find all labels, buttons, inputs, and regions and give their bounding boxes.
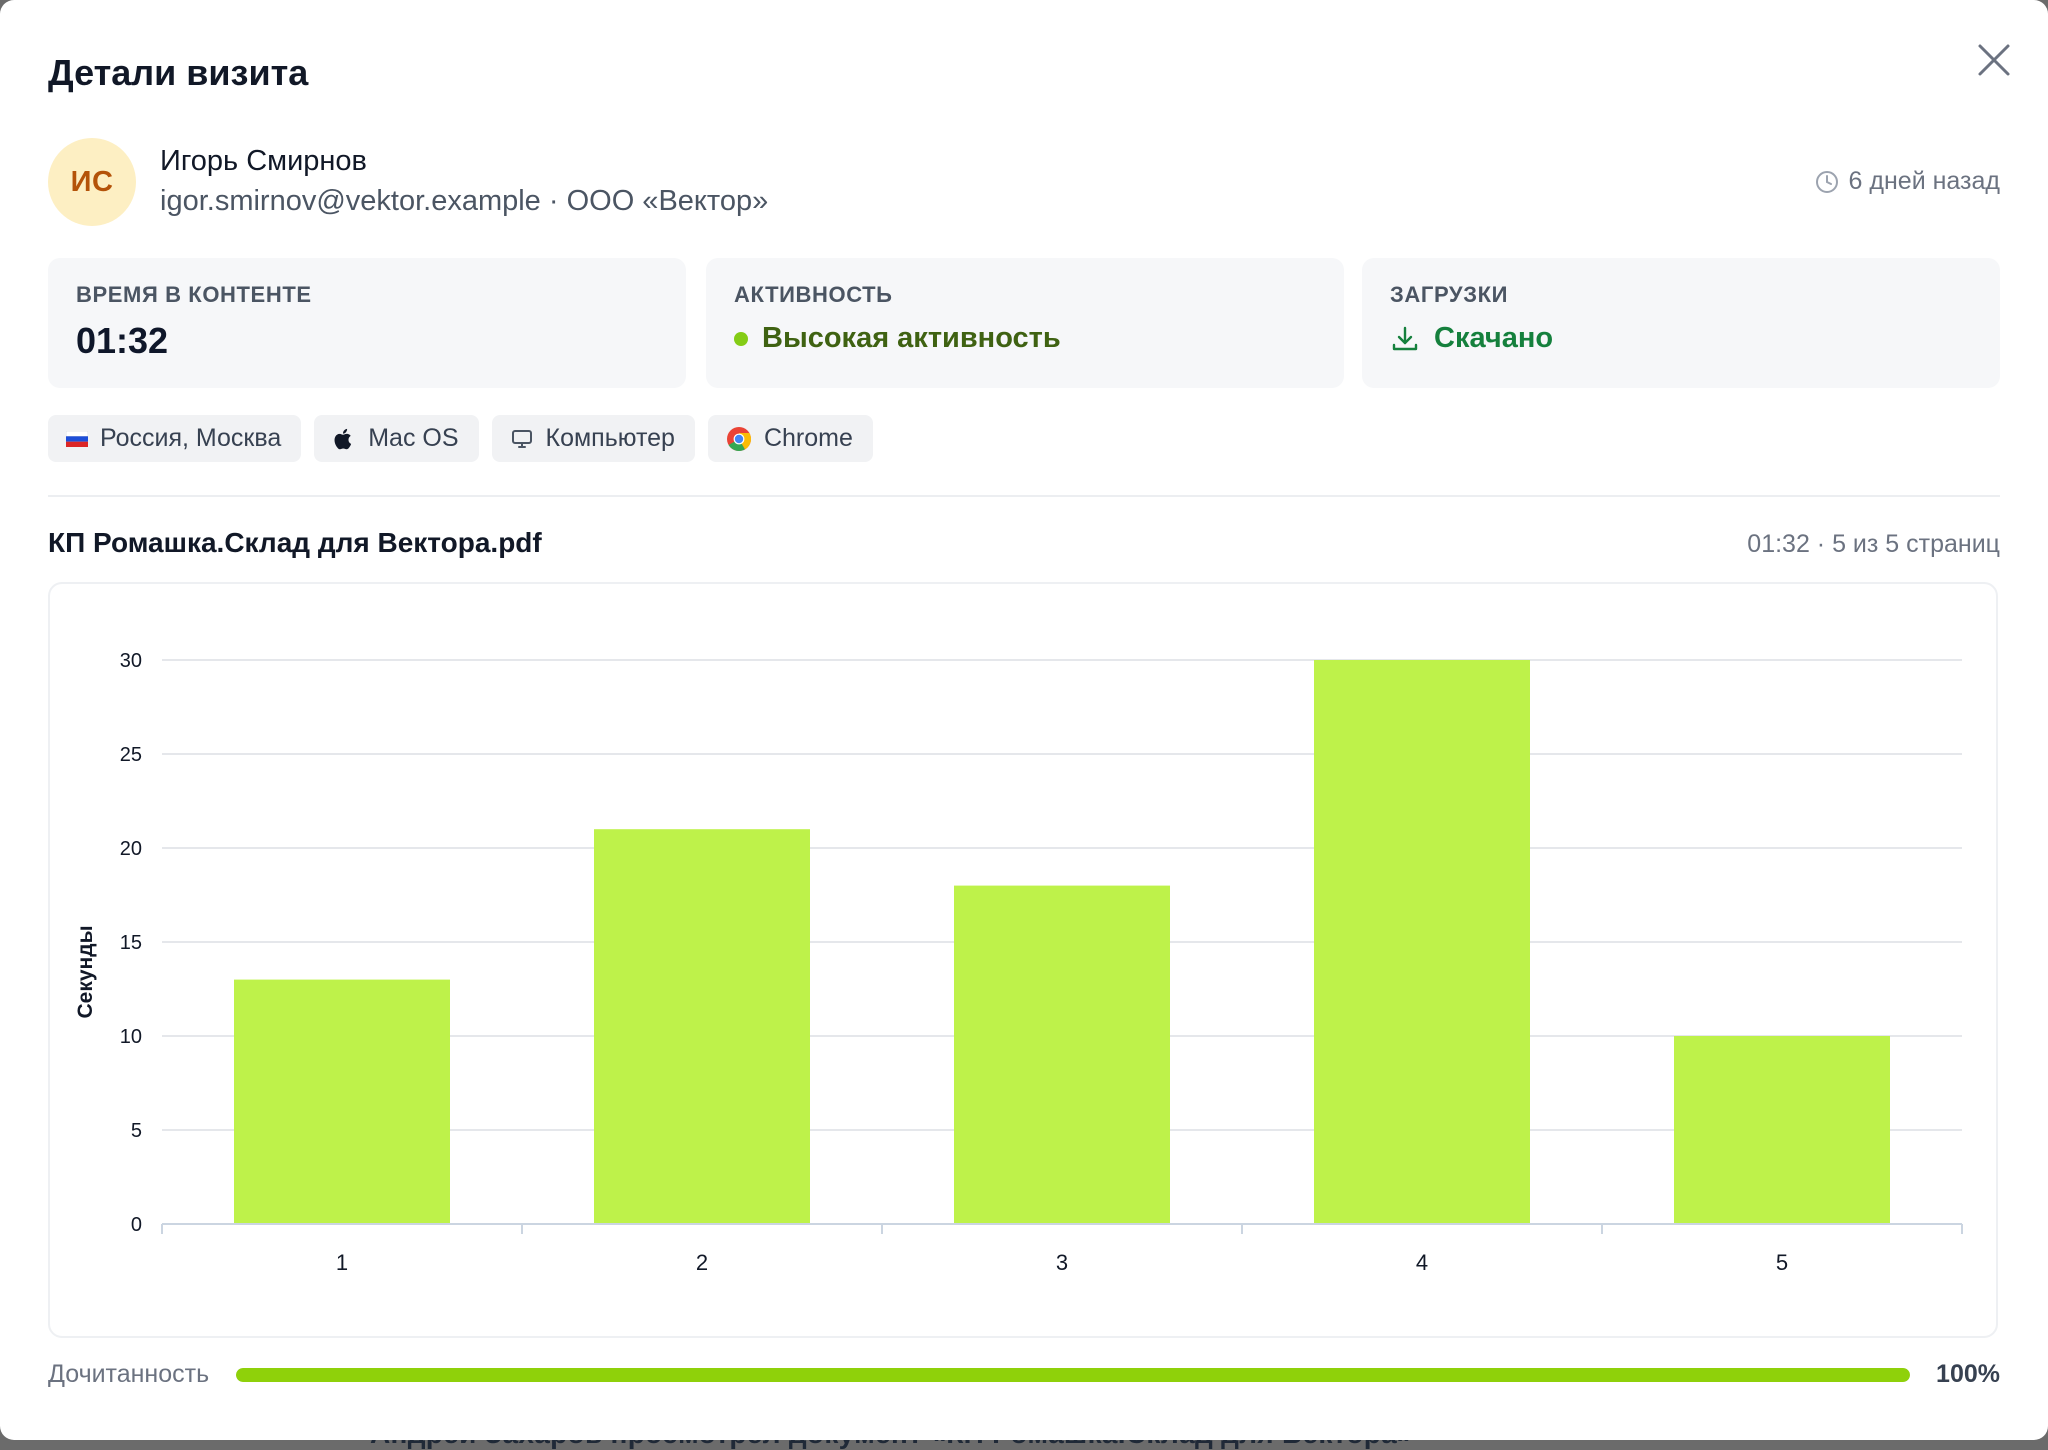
document-meta: 01:32 · 5 из 5 страниц — [1747, 530, 2000, 558]
stat-label-downloads: Загрузки — [1390, 282, 1509, 307]
visitor-name: Игорь Смирнов — [160, 145, 367, 177]
chip-device-label: Компьютер — [545, 424, 675, 452]
stat-card-downloads: Загрузки Скачано — [1362, 258, 2000, 388]
stat-label-activity: Активность — [734, 282, 893, 307]
x-tick-label: 1 — [336, 1250, 348, 1275]
document-title: КП Ромашка.Склад для Вектора.pdf — [48, 527, 542, 558]
completion-progress-fill — [236, 1368, 1910, 1382]
stat-value-time: 01:32 — [76, 320, 169, 361]
y-tick-label: 25 — [120, 744, 142, 766]
visitor-meta: igor.smirnov@vektor.example · ООО «Векто… — [160, 185, 769, 217]
stat-value-activity: Высокая активность — [762, 322, 1061, 354]
chip-os-label: Mac OS — [368, 424, 459, 452]
avatar: ИС — [48, 138, 136, 226]
chrome-icon — [726, 426, 751, 451]
close-icon — [1978, 44, 2010, 76]
y-tick-label: 0 — [131, 1214, 142, 1236]
x-tick-label: 3 — [1056, 1250, 1068, 1275]
completion-progress-bar — [236, 1368, 1910, 1382]
stat-label-time: Время в контенте — [76, 282, 312, 307]
y-axis-label: Секунды — [74, 926, 97, 1019]
chip-browser-label: Chrome — [763, 424, 853, 452]
y-tick-label: 10 — [120, 1026, 142, 1048]
section-divider — [48, 495, 2000, 497]
bar-page-4[interactable] — [1314, 660, 1530, 1224]
modal-title: Детали визита — [48, 52, 309, 93]
russia-flag-icon — [66, 430, 88, 447]
chip-device: Компьютер — [491, 415, 695, 462]
clock-icon — [1815, 170, 1838, 193]
x-tick-label: 4 — [1416, 1250, 1428, 1275]
chip-browser: Chrome — [707, 415, 873, 462]
close-button[interactable] — [1972, 38, 2016, 82]
apple-icon — [334, 428, 352, 449]
bar-page-3[interactable] — [954, 885, 1170, 1224]
stat-card-time: Время в контенте 01:32 — [48, 258, 686, 388]
download-icon — [1392, 326, 1418, 350]
completion-value: 100% — [1936, 1360, 2000, 1388]
bar-chart: 0 5 10 15 20 25 30 1 2 3 4 5 Секунды — [74, 650, 1963, 1275]
stat-card-activity: Активность Высокая активность — [706, 258, 1344, 388]
x-tick-label: 2 — [696, 1250, 708, 1275]
visit-tags: Россия, Москва Mac OS Компьютер Chrome — [48, 415, 873, 462]
chip-location-label: Россия, Москва — [100, 424, 282, 452]
chip-location: Россия, Москва — [48, 415, 302, 462]
visit-time: 6 дней назад — [1815, 167, 2000, 196]
bar-page-2[interactable] — [594, 829, 810, 1224]
page-time-chart: 0 5 10 15 20 25 30 1 2 3 4 5 Секунды — [48, 582, 1998, 1338]
bar-page-1[interactable] — [234, 979, 450, 1224]
chip-os: Mac OS — [314, 415, 479, 462]
activity-dot — [734, 331, 748, 346]
y-tick-label: 20 — [120, 838, 142, 860]
completion-label: Дочитанность — [48, 1360, 210, 1388]
y-tick-label: 5 — [131, 1120, 142, 1142]
y-tick-label: 30 — [120, 650, 142, 672]
stat-value-downloads: Скачано — [1434, 322, 1554, 354]
y-tick-label: 15 — [120, 932, 142, 954]
monitor-icon — [511, 429, 532, 448]
bar-page-5[interactable] — [1674, 1036, 1890, 1224]
x-tick-label: 5 — [1776, 1250, 1788, 1275]
visit-time-label: 6 дней назад — [1848, 167, 2000, 195]
